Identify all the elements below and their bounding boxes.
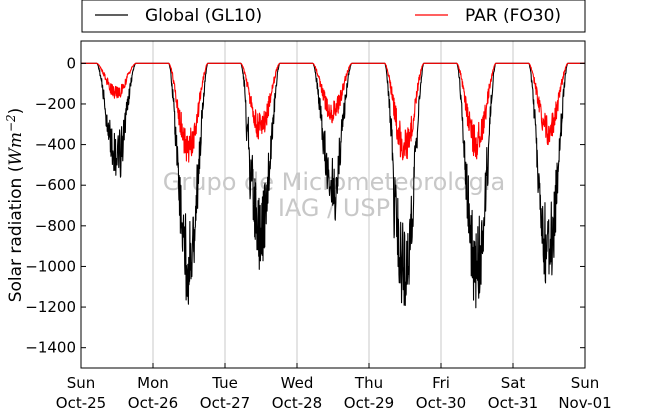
x-tick-label-date: Oct-28 — [272, 394, 322, 409]
y-axis-label: Solar radiation (Wm−2) — [4, 108, 26, 303]
y-tick-label: −1000 — [25, 257, 76, 275]
legend-box — [81, 0, 586, 33]
series-layer — [80, 62, 586, 309]
x-tick-label-day: Sun — [67, 374, 96, 392]
y-tick-label: −1400 — [25, 339, 76, 357]
y-axis: 0 −200 −400 −600 −800 −1000 −1200 −1400 — [25, 54, 585, 357]
x-tick-label-day: Tue — [211, 374, 238, 392]
x-tick-label-day: Sat — [501, 374, 526, 392]
plot-frame — [80, 40, 586, 369]
legend: Global (GL10) PAR (FO30) — [81, 0, 586, 33]
x-tick-label-date: Oct-29 — [344, 394, 394, 409]
x-axis: Sun Oct-25 Mon Oct-26 Tue Oct-27 Wed Oct-28 Thu O… — [56, 363, 612, 409]
x-tick-label-date: Oct-31 — [488, 394, 538, 409]
x-tick-label-date: Oct-27 — [200, 394, 250, 409]
legend-label-global: Global (GL10) — [145, 6, 262, 26]
x-tick-label-day: Fri — [432, 374, 450, 392]
x-tick-label-day: Sun — [571, 374, 600, 392]
legend-label-par: PAR (FO30) — [465, 6, 561, 26]
y-tick-label: −400 — [35, 136, 76, 154]
x-tick-label-date: Nov-01 — [558, 394, 611, 409]
y-tick-label: 0 — [66, 54, 76, 72]
series-line-par — [80, 62, 586, 163]
y-tick-label: −800 — [35, 217, 76, 235]
x-tick-label-day: Wed — [281, 374, 314, 392]
x-tick-label-date: Oct-25 — [56, 394, 106, 409]
x-tick-label-day: Thu — [354, 374, 383, 392]
y-tick-label: −1200 — [25, 298, 76, 316]
series-line-global — [80, 62, 586, 309]
y-tick-label: −200 — [35, 95, 76, 113]
x-tick-label-day: Mon — [137, 374, 169, 392]
x-tick-label-date: Oct-26 — [128, 394, 178, 409]
y-tick-label: −600 — [35, 176, 76, 194]
x-gridlines — [152, 41, 514, 368]
x-tick-label-date: Oct-30 — [416, 394, 466, 409]
